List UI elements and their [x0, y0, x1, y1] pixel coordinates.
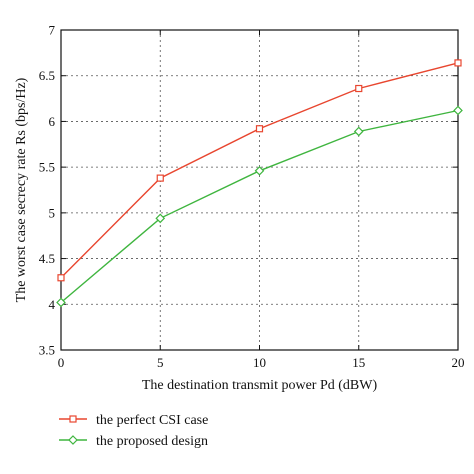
y-tick-label: 7 — [49, 23, 56, 38]
data-point — [353, 126, 364, 137]
data-point — [254, 165, 265, 176]
data-point — [56, 297, 66, 308]
y-tick-label: 6.5 — [39, 68, 55, 83]
x-tick-label: 5 — [157, 355, 164, 370]
series-group — [56, 59, 463, 308]
data-point — [355, 84, 363, 93]
legend-item: the perfect CSI case — [59, 413, 208, 428]
y-tick-label: 5 — [49, 205, 56, 220]
legend-label: the perfect CSI case — [96, 413, 208, 428]
legend-label: the proposed design — [96, 434, 208, 449]
y-tick-label: 5.5 — [39, 160, 55, 175]
x-tick-label: 0 — [58, 355, 65, 370]
data-point — [155, 213, 166, 224]
series-2 — [56, 105, 463, 308]
grid — [61, 30, 458, 350]
data-point — [454, 59, 462, 67]
legend: the perfect CSI case the proposed design — [59, 413, 208, 449]
axis-ticks: 0 5 10 15 20 3.5 4 4.5 5 5.5 6 6.5 7 — [39, 23, 465, 371]
data-point — [255, 125, 264, 133]
x-tick-label: 20 — [452, 355, 465, 370]
y-tick-label: 3.5 — [39, 343, 55, 358]
x-tick-label: 15 — [352, 355, 365, 370]
y-tick-label: 4 — [49, 297, 56, 312]
legend-marker — [68, 435, 78, 445]
data-point — [57, 274, 65, 282]
y-tick-label: 4.5 — [39, 251, 55, 266]
y-tick-label: 6 — [49, 114, 56, 129]
x-tick-label: 10 — [253, 355, 266, 370]
x-axis-title: The destination transmit power Pd (dBW) — [142, 378, 378, 393]
data-point — [453, 105, 463, 116]
y-axis-title: The worst case secrecy rate Rs (bps/Hz) — [14, 77, 29, 302]
legend-marker — [69, 415, 77, 423]
legend-item: the proposed design — [59, 434, 208, 449]
data-point — [156, 174, 164, 182]
series-1 — [57, 59, 462, 282]
